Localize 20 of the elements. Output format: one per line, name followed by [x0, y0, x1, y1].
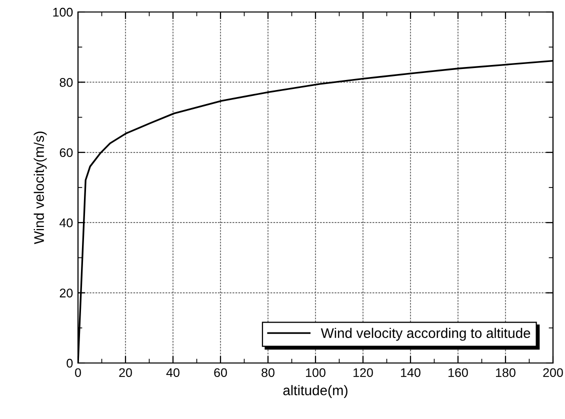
- x-tick-label: 200: [543, 368, 563, 378]
- x-tick-label: 60: [214, 368, 227, 378]
- y-tick-label: 20: [60, 288, 73, 298]
- x-tick-label: 80: [262, 368, 274, 378]
- x-tick-label: 100: [306, 368, 326, 378]
- x-tick-label: 0: [75, 368, 81, 378]
- x-tick-label: 140: [401, 368, 420, 378]
- y-axis-title: Wind velocity(m/s): [34, 132, 47, 244]
- y-tick-label: 0: [66, 358, 73, 368]
- x-tick-label: 180: [496, 368, 516, 378]
- y-tick-label: 60: [60, 148, 73, 158]
- x-tick-label: 40: [166, 368, 180, 378]
- x-tick-label: 120: [354, 368, 373, 378]
- y-tick-label: 100: [53, 8, 73, 17]
- x-axis-title: altitude(m): [283, 385, 348, 398]
- y-tick-label: 80: [60, 78, 73, 87]
- y-tick-label: 40: [60, 218, 73, 228]
- x-tick-label: 160: [448, 368, 468, 378]
- legend-label: Wind velocity according to altitude: [320, 328, 530, 341]
- x-tick-label: 20: [119, 368, 132, 378]
